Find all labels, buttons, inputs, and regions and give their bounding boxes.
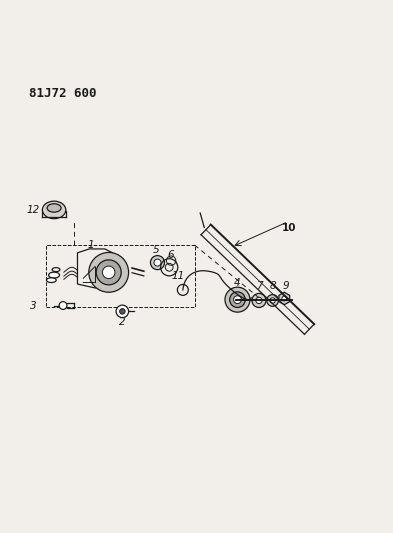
- Text: 3: 3: [30, 301, 37, 311]
- Text: 11: 11: [171, 271, 184, 281]
- Circle shape: [256, 297, 262, 304]
- Text: 1: 1: [88, 240, 94, 250]
- Text: 2: 2: [119, 317, 126, 327]
- Circle shape: [225, 287, 250, 312]
- Circle shape: [230, 292, 245, 308]
- Circle shape: [282, 296, 286, 301]
- Text: 8: 8: [269, 281, 276, 291]
- Ellipse shape: [42, 201, 66, 219]
- Text: 10: 10: [282, 223, 297, 233]
- Circle shape: [270, 298, 275, 303]
- Text: 7: 7: [255, 281, 262, 291]
- Circle shape: [116, 305, 129, 318]
- Circle shape: [89, 253, 129, 292]
- Text: 6: 6: [168, 250, 174, 260]
- Circle shape: [96, 260, 121, 285]
- Circle shape: [267, 295, 279, 306]
- Circle shape: [119, 309, 125, 314]
- Text: 12: 12: [27, 205, 40, 215]
- Ellipse shape: [49, 272, 59, 278]
- Circle shape: [154, 259, 161, 266]
- Ellipse shape: [46, 278, 56, 282]
- Circle shape: [103, 266, 115, 279]
- Text: 9: 9: [283, 281, 290, 291]
- Ellipse shape: [52, 268, 60, 272]
- Circle shape: [252, 294, 266, 308]
- Circle shape: [233, 296, 241, 304]
- Text: 4: 4: [234, 278, 241, 288]
- Polygon shape: [279, 292, 290, 305]
- Circle shape: [59, 302, 67, 310]
- Text: 5: 5: [153, 245, 160, 255]
- Circle shape: [151, 256, 165, 270]
- Ellipse shape: [47, 204, 61, 212]
- Text: 81J72 600: 81J72 600: [29, 87, 96, 100]
